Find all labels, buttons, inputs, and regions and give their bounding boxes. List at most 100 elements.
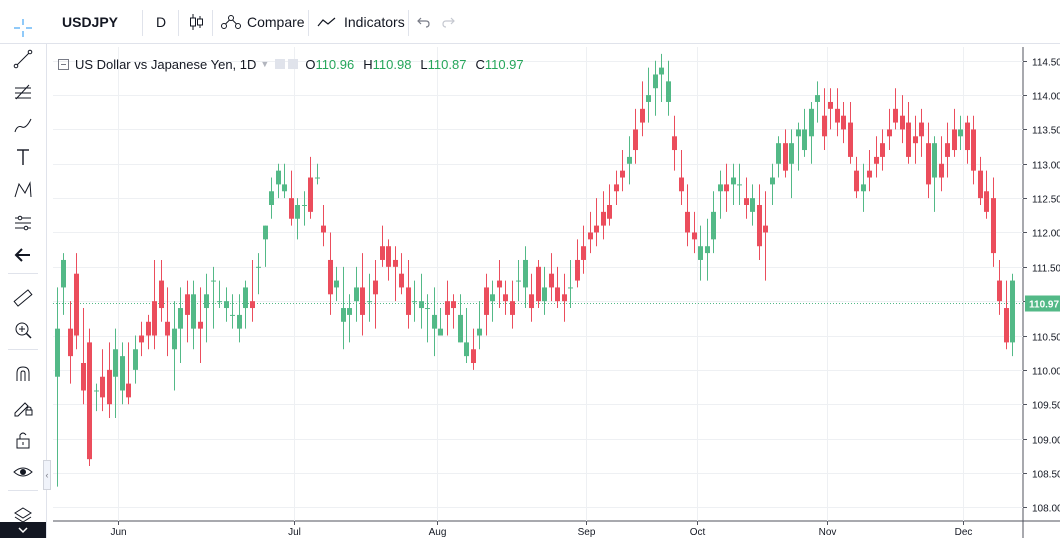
- close-series-icon[interactable]: [288, 59, 299, 69]
- candle-body: [919, 122, 924, 137]
- candle-body: [1004, 308, 1009, 343]
- candle-body: [165, 321, 170, 336]
- toolbar-divider: [308, 10, 309, 36]
- trend-line-tool[interactable]: [8, 46, 38, 72]
- fib-tool[interactable]: [8, 79, 38, 105]
- toolbar-divider: [8, 490, 38, 491]
- candle-body: [854, 170, 859, 192]
- candle-body: [263, 225, 268, 240]
- magnet-tool[interactable]: [8, 361, 38, 387]
- zoom-in-tool[interactable]: [8, 317, 38, 343]
- candle-body: [477, 328, 482, 336]
- candle-body: [893, 108, 898, 123]
- toolbar-expand-button[interactable]: [0, 522, 46, 538]
- indicators-icon: [317, 17, 336, 27]
- candle-body: [672, 136, 677, 151]
- legend-title[interactable]: US Dollar vs Japanese Yen, 1D: [75, 56, 257, 72]
- compare-icon: [221, 15, 241, 29]
- candle-body: [334, 280, 339, 288]
- y-tick-label: 113.00: [1032, 161, 1060, 172]
- interval-button[interactable]: D: [156, 0, 166, 44]
- brush-tool[interactable]: [8, 112, 38, 138]
- candle-body: [406, 287, 411, 315]
- candle-body: [360, 287, 365, 315]
- x-tick-label: Aug: [429, 527, 447, 538]
- candle-body: [848, 122, 853, 157]
- ruler-tool[interactable]: [8, 285, 38, 311]
- text-icon: [17, 149, 29, 165]
- drawing-toolbar: [0, 19, 47, 538]
- legend-dropdown-icon[interactable]: ▼: [260, 59, 270, 69]
- chart-style-button[interactable]: [186, 0, 206, 44]
- lock-drawing-tool[interactable]: [8, 394, 38, 420]
- candle-body: [926, 143, 931, 185]
- toolbar-divider: [408, 10, 409, 36]
- candle-body: [373, 280, 378, 295]
- candle-body: [841, 115, 846, 130]
- candles-icon: [190, 14, 203, 30]
- y-tick-label: 108.00: [1032, 504, 1060, 515]
- compare-button[interactable]: Compare: [220, 0, 305, 44]
- symbol-search-button[interactable]: USDJPY: [62, 0, 118, 44]
- candle-body: [347, 308, 352, 315]
- candle-body: [464, 342, 469, 357]
- candle-body: [640, 108, 645, 123]
- candle-body: [776, 143, 781, 164]
- candle-body: [393, 259, 398, 267]
- measure-tool[interactable]: [8, 210, 38, 236]
- candle-body: [217, 301, 222, 303]
- high-label: H: [363, 56, 373, 72]
- y-tick-label: 112.00: [1032, 229, 1060, 240]
- candle-body: [991, 198, 996, 254]
- candle-body: [737, 184, 742, 186]
- candle-body: [659, 67, 664, 75]
- x-tick-label: Oct: [690, 527, 706, 538]
- eye-tool[interactable]: [8, 459, 38, 485]
- candle-body: [510, 301, 515, 315]
- candle-body: [555, 287, 560, 302]
- candle-body: [978, 170, 983, 199]
- candle-body: [276, 170, 281, 185]
- candle-body: [113, 349, 118, 377]
- undo-icon: [417, 17, 430, 28]
- candle-body: [172, 328, 177, 350]
- pattern-tool[interactable]: [8, 177, 38, 203]
- candle-body: [191, 294, 196, 329]
- candle-body: [204, 294, 209, 309]
- unlock-tool[interactable]: [8, 427, 38, 453]
- indicators-button[interactable]: Indicators: [316, 0, 405, 44]
- candle-body: [874, 156, 879, 164]
- redo-button[interactable]: [440, 0, 456, 44]
- crosshair-icon: [14, 19, 32, 37]
- redo-icon: [442, 17, 455, 28]
- toolbar-divider: [178, 10, 179, 36]
- candle-body: [913, 136, 918, 144]
- chart-legend: US Dollar vs Japanese Yen, 1D ▼ O 110.96…: [58, 55, 524, 73]
- unlock-icon: [16, 432, 30, 449]
- collapse-legend-icon[interactable]: [58, 58, 69, 70]
- candle-body: [55, 328, 60, 377]
- candle-body: [646, 95, 651, 102]
- trend-line-icon: [13, 49, 33, 69]
- candle-body: [861, 184, 866, 192]
- back-arrow-tool[interactable]: [8, 242, 38, 268]
- candle-body: [750, 198, 755, 212]
- high-value: 110.98: [372, 56, 412, 72]
- toolbar-collapse-handle[interactable]: ‹: [43, 460, 51, 490]
- y-tick-label: 112.50: [1032, 195, 1060, 206]
- candle-body: [315, 177, 320, 179]
- settings-icon[interactable]: [275, 59, 286, 69]
- crosshair-tool[interactable]: [8, 15, 38, 41]
- candle-body: [1010, 280, 1015, 343]
- candle-body: [516, 280, 521, 282]
- candle-body: [614, 184, 619, 192]
- candle-body: [484, 287, 489, 315]
- candle-body: [354, 287, 359, 302]
- y-tick-label: 114.50: [1032, 58, 1060, 69]
- candle-body: [471, 349, 476, 363]
- magnet-icon: [16, 366, 30, 381]
- candle-body: [971, 129, 976, 171]
- undo-button[interactable]: [416, 0, 432, 44]
- text-tool[interactable]: [8, 144, 38, 170]
